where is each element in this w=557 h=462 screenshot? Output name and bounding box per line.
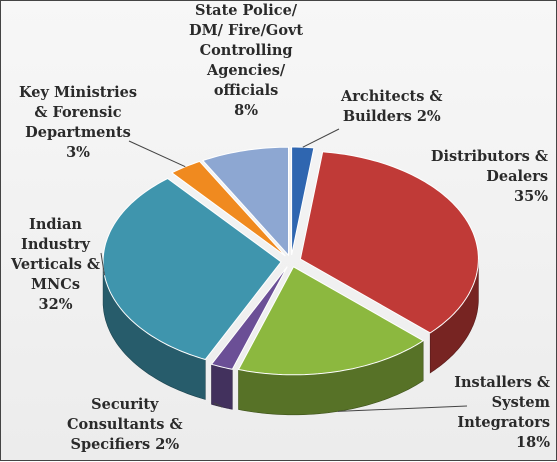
label-line: 35% [514,188,548,205]
label-line: Architects & [341,88,443,105]
slice-side [211,363,233,410]
label-line: Integrators [457,414,550,431]
label-security-consultants: Security Consultants & Specifiers 2% [67,395,183,455]
label-line: 8% [234,102,258,119]
label-line: Verticals & [11,256,101,273]
label-line: Agencies/ [206,62,286,79]
label-line: Dealers [486,168,548,185]
label-line: Departments [25,124,131,141]
label-key-ministries: Key Ministries & Forensic Departments 3% [19,83,137,163]
label-line: Consultants & [67,416,183,433]
leader-line [302,128,340,148]
label-line: DM/ Fire/Govt [189,22,304,39]
label-line: 18% [516,434,550,451]
label-line: officials [213,82,279,99]
pie-slice [201,146,289,257]
label-line: MNCs [31,276,81,293]
label-state-police: State Police/DM/ Fire/Govt Controlling Age… [189,1,303,121]
label-line: Installers & [454,374,550,391]
label-line: Indian [29,216,82,233]
label-line: 32% [38,296,73,313]
label-line: Key Ministries [19,84,137,101]
label-line: Controlling [199,42,293,59]
leader-line [100,252,105,276]
pie-slice [210,266,288,370]
label-line: & Forensic [34,104,122,121]
leader-line [128,140,186,168]
label-line: System [491,394,550,411]
label-line: Distributors & [430,148,548,165]
label-line: 3% [66,144,90,161]
leader-line [337,405,468,412]
label-line: Specifiers 2% [70,436,180,453]
label-architects-builders: Architects & Builders 2% [341,87,443,127]
label-line: Industry [21,236,90,253]
label-indian-industry: Indian Industry Verticals & MNCs 32% [11,215,100,315]
pie-slice [299,151,479,334]
label-line: Builders 2% [342,108,441,125]
label-installers-integrators: Installers & System Integrators 18% [454,373,550,453]
leader-line [213,402,223,408]
pie-slice [237,266,425,376]
label-line: State Police/ [195,2,298,19]
label-distributors-dealers: Distributors & Dealers 35% [431,147,548,207]
label-line: Security [91,396,159,413]
